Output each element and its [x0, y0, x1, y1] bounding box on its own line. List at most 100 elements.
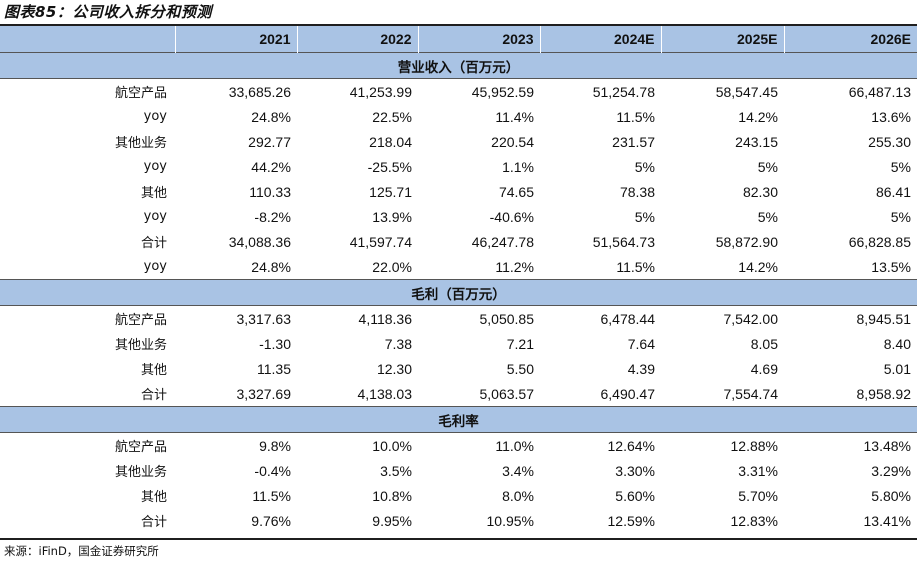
value-cell: 5.70%	[661, 483, 784, 508]
value-cell: 243.15	[661, 129, 784, 154]
value-cell: 41,597.74	[297, 229, 418, 254]
section-heading-row: 营业收入（百万元）	[0, 52, 917, 79]
value-cell: 292.77	[175, 129, 297, 154]
value-cell: 14.2%	[661, 104, 784, 129]
value-cell: 220.54	[418, 129, 540, 154]
value-cell: 11.2%	[418, 254, 540, 280]
top-rule	[0, 24, 917, 26]
value-cell: 14.2%	[661, 254, 784, 280]
value-cell: 8.40	[784, 331, 917, 356]
value-cell: 12.30	[297, 356, 418, 381]
row-label: 其他	[0, 356, 175, 381]
table-row: 合计 3,327.69 4,138.03 5,063.57 6,490.47 7,554.…	[0, 381, 917, 407]
value-cell: 255.30	[784, 129, 917, 154]
source-note: 来源：iFinD，国金证券研究所	[4, 544, 159, 558]
row-label: 合计	[0, 508, 175, 533]
table-row: yoy -8.2% 13.9% -40.6% 5% 5% 5%	[0, 204, 917, 229]
value-cell: 41,253.99	[297, 78, 418, 104]
row-label: yoy	[0, 104, 175, 129]
value-cell: 11.4%	[418, 104, 540, 129]
value-cell: 13.48%	[784, 432, 917, 458]
section-heading: 毛利（百万元）	[0, 279, 917, 306]
value-cell: 13.5%	[784, 254, 917, 280]
value-cell: 10.95%	[418, 508, 540, 533]
table-row: 其他 11.35 12.30 5.50 4.39 4.69 5.01	[0, 356, 917, 381]
row-label: 其他业务	[0, 331, 175, 356]
row-label: yoy	[0, 154, 175, 179]
value-cell: 46,247.78	[418, 229, 540, 254]
value-cell: 66,487.13	[784, 78, 917, 104]
value-cell: 3.5%	[297, 458, 418, 483]
value-cell: 5.80%	[784, 483, 917, 508]
value-cell: 7.21	[418, 331, 540, 356]
bottom-rule	[0, 538, 917, 540]
row-label: yoy	[0, 254, 175, 280]
row-label: 其他	[0, 483, 175, 508]
value-cell: 74.65	[418, 179, 540, 204]
value-cell: 125.71	[297, 179, 418, 204]
value-cell: 51,254.78	[540, 78, 661, 104]
value-cell: 5%	[784, 154, 917, 179]
value-cell: 10.8%	[297, 483, 418, 508]
value-cell: 51,564.73	[540, 229, 661, 254]
value-cell: 5.50	[418, 356, 540, 381]
value-cell: 3,327.69	[175, 381, 297, 407]
value-cell: 34,088.36	[175, 229, 297, 254]
value-cell: -8.2%	[175, 204, 297, 229]
table-row: 其他业务 292.77 218.04 220.54 231.57 243.15 255.30	[0, 129, 917, 154]
table-row: 其他业务 -1.30 7.38 7.21 7.64 8.05 8.40	[0, 331, 917, 356]
value-cell: 5%	[540, 204, 661, 229]
value-cell: 24.8%	[175, 254, 297, 280]
header-cell-2026e: 2026E	[784, 26, 917, 53]
table-body: 2021 2022 2023 2024E 2025E 2026E 营业收入（百万…	[0, 26, 917, 533]
value-cell: -25.5%	[297, 154, 418, 179]
table-row: 合计 34,088.36 41,597.74 46,247.78 51,564.73 58…	[0, 229, 917, 254]
value-cell: 9.8%	[175, 432, 297, 458]
value-cell: 22.0%	[297, 254, 418, 280]
value-cell: 22.5%	[297, 104, 418, 129]
value-cell: 4.69	[661, 356, 784, 381]
header-cell-2024e: 2024E	[540, 26, 662, 53]
value-cell: 8.0%	[418, 483, 540, 508]
value-cell: 9.95%	[297, 508, 418, 533]
header-cell-label	[0, 26, 176, 53]
table-row: 其他 110.33 125.71 74.65 78.38 82.30 86.41	[0, 179, 917, 204]
table-row: 合计 9.76% 9.95% 10.95% 12.59% 12.83% 13.41%	[0, 508, 917, 533]
value-cell: 11.0%	[418, 432, 540, 458]
value-cell: 218.04	[297, 129, 418, 154]
row-label: 其他	[0, 179, 175, 204]
value-cell: 12.83%	[661, 508, 784, 533]
value-cell: 4,118.36	[297, 305, 418, 331]
value-cell: 3.4%	[418, 458, 540, 483]
value-cell: 110.33	[175, 179, 297, 204]
value-cell: 58,872.90	[661, 229, 784, 254]
header-cell-2023: 2023	[418, 26, 541, 53]
value-cell: 11.5%	[540, 254, 661, 280]
value-cell: 78.38	[540, 179, 661, 204]
value-cell: 11.5%	[175, 483, 297, 508]
section-heading-row: 毛利率	[0, 406, 917, 433]
section-heading: 毛利率	[0, 406, 917, 433]
row-label: 合计	[0, 381, 175, 407]
value-cell: 12.59%	[540, 508, 661, 533]
value-cell: 11.35	[175, 356, 297, 381]
figure-title: 图表85：公司收入拆分和预测	[4, 3, 212, 21]
value-cell: 12.88%	[661, 432, 784, 458]
row-label: 航空产品	[0, 432, 175, 458]
value-cell: 58,547.45	[661, 78, 784, 104]
value-cell: 3,317.63	[175, 305, 297, 331]
value-cell: 5.01	[784, 356, 917, 381]
table-row: 航空产品 33,685.26 41,253.99 45,952.59 51,254.78…	[0, 78, 917, 104]
value-cell: 3.29%	[784, 458, 917, 483]
table-row: yoy 24.8% 22.5% 11.4% 11.5% 14.2% 13.6%	[0, 104, 917, 129]
value-cell: 66,828.85	[784, 229, 917, 254]
value-cell: 44.2%	[175, 154, 297, 179]
value-cell: 1.1%	[418, 154, 540, 179]
value-cell: -40.6%	[418, 204, 540, 229]
value-cell: 24.8%	[175, 104, 297, 129]
value-cell: 7,542.00	[661, 305, 784, 331]
value-cell: 13.9%	[297, 204, 418, 229]
table-row: yoy 24.8% 22.0% 11.2% 11.5% 14.2% 13.5%	[0, 254, 917, 280]
value-cell: 33,685.26	[175, 78, 297, 104]
value-cell: 5.60%	[540, 483, 661, 508]
